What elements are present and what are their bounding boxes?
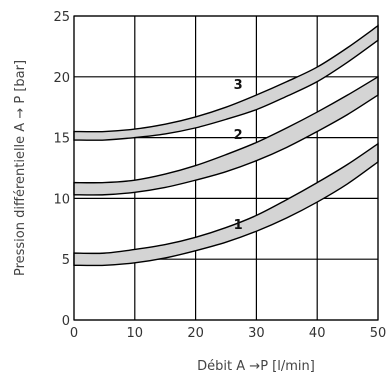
y-tick-label-5: 5 <box>62 253 70 268</box>
curve-label-3: 3 <box>234 78 243 93</box>
y-tick-label-10: 10 <box>53 192 70 207</box>
y-tick-label-20: 20 <box>53 71 70 86</box>
x-tick-label-40: 40 <box>309 326 326 341</box>
x-tick-label-20: 20 <box>187 326 204 341</box>
curve-label-1: 1 <box>234 218 243 233</box>
x-tick-label-10: 10 <box>127 326 144 341</box>
tick-labels: 0 10 20 30 40 50 0 5 10 15 20 25 <box>53 10 386 341</box>
plot-border <box>73 15 379 321</box>
plot-frame <box>73 15 379 321</box>
y-tick-label-15: 15 <box>53 132 70 147</box>
x-tick-label-30: 30 <box>248 326 265 341</box>
curve-label-2: 2 <box>234 128 243 143</box>
x-axis-title: Débit A →P [l/min] <box>197 359 315 374</box>
y-axis-title: Pression différentielle A → P [bar] <box>13 60 28 276</box>
x-tick-label-0: 0 <box>70 326 78 341</box>
x-tick-label-50: 50 <box>370 326 387 341</box>
curve-labels: 1 2 3 <box>234 78 243 233</box>
y-tick-label-0: 0 <box>62 314 70 329</box>
curve-bands <box>73 24 379 267</box>
y-tick-label-25: 25 <box>53 10 70 25</box>
